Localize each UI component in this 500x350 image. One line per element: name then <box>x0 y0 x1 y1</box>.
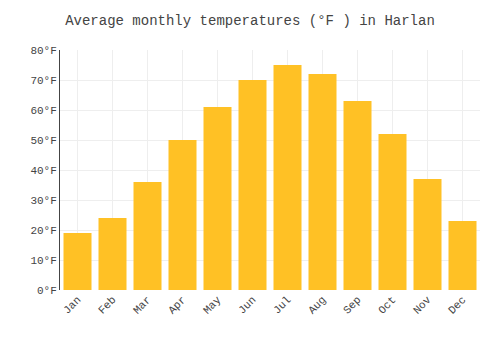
svg-text:10°F: 10°F <box>30 255 56 267</box>
svg-text:80°F: 80°F <box>30 45 56 57</box>
svg-text:60°F: 60°F <box>30 105 56 117</box>
svg-text:Jun: Jun <box>236 294 258 316</box>
svg-text:Nov: Nov <box>411 294 434 317</box>
svg-text:70°F: 70°F <box>30 75 56 87</box>
svg-text:50°F: 50°F <box>30 135 56 147</box>
svg-text:Jul: Jul <box>271 294 293 316</box>
svg-text:Mar: Mar <box>131 294 153 316</box>
svg-text:Oct: Oct <box>376 294 398 316</box>
svg-text:Apr: Apr <box>166 294 188 316</box>
svg-text:Average monthly temperatures (: Average monthly temperatures (°F ) in Ha… <box>65 13 435 29</box>
svg-text:20°F: 20°F <box>30 225 56 237</box>
svg-text:40°F: 40°F <box>30 165 56 177</box>
svg-text:Sep: Sep <box>341 294 363 316</box>
svg-text:0°F: 0°F <box>37 285 57 297</box>
svg-text:May: May <box>201 294 224 317</box>
svg-text:Feb: Feb <box>96 294 118 316</box>
svg-text:Jan: Jan <box>61 294 83 316</box>
svg-text:Aug: Aug <box>306 294 328 316</box>
svg-text:30°F: 30°F <box>30 195 56 207</box>
svg-text:Dec: Dec <box>446 294 468 316</box>
